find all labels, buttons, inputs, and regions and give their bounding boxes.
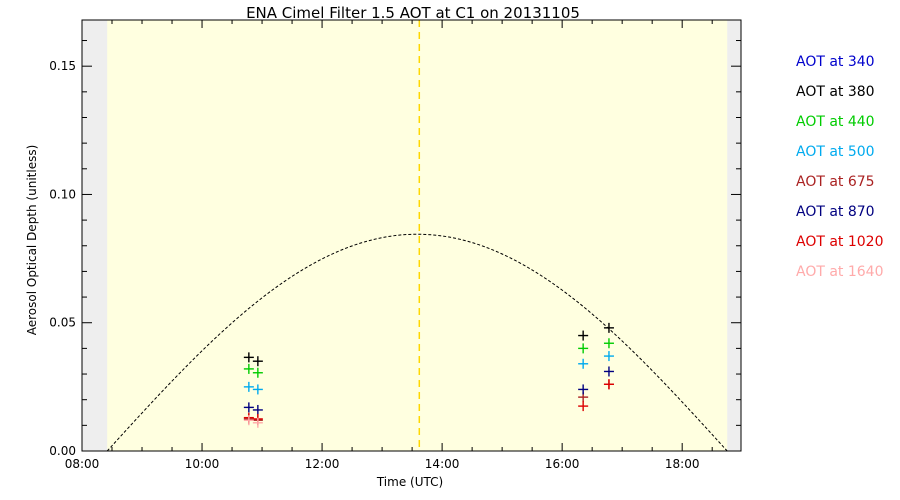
legend-entry: AOT at 340 bbox=[796, 54, 875, 70]
legend-entry: AOT at 1640 bbox=[796, 264, 884, 280]
data-point bbox=[243, 415, 254, 426]
data-point bbox=[578, 343, 589, 354]
data-point bbox=[578, 358, 589, 369]
legend-entry: AOT at 870 bbox=[796, 204, 875, 220]
x-tick-label: 12:00 bbox=[305, 457, 340, 471]
data-points bbox=[243, 322, 614, 428]
legend: AOT at 340 AOT at 380 AOT at 440 AOT at 500… bbox=[796, 54, 884, 280]
data-point bbox=[252, 384, 263, 395]
y-tick-label: 0.00 bbox=[49, 444, 76, 458]
chart-title: ENA Cimel Filter 1.5 AOT at C1 on 201311… bbox=[246, 4, 580, 22]
data-point bbox=[252, 356, 263, 367]
daylight-band bbox=[107, 20, 728, 451]
y-tick-label: 0.05 bbox=[49, 316, 76, 330]
data-point bbox=[603, 379, 614, 390]
data-point bbox=[252, 417, 263, 428]
x-tick-label: 08:00 bbox=[65, 457, 100, 471]
legend-entry: AOT at 675 bbox=[796, 174, 875, 190]
data-point bbox=[603, 338, 614, 349]
y-tick-label: 0.15 bbox=[49, 59, 76, 73]
y-tick-label: 0.10 bbox=[49, 187, 76, 201]
data-point bbox=[252, 367, 263, 378]
plot-area bbox=[81, 19, 742, 452]
plot-frame bbox=[81, 19, 742, 452]
data-point bbox=[578, 401, 589, 412]
legend-entry: AOT at 440 bbox=[796, 114, 875, 130]
y-axis-label: Aerosol Optical Depth (unitless) bbox=[25, 145, 39, 336]
data-point bbox=[243, 363, 254, 374]
data-point bbox=[243, 402, 254, 413]
data-point bbox=[578, 384, 589, 395]
data-point bbox=[578, 330, 589, 341]
data-point bbox=[603, 366, 614, 377]
data-point bbox=[603, 322, 614, 333]
data-point bbox=[603, 351, 614, 362]
x-tick-label: 16:00 bbox=[545, 457, 580, 471]
data-point bbox=[252, 404, 263, 415]
legend-entry: AOT at 1020 bbox=[796, 234, 884, 250]
x-tick-label: 14:00 bbox=[425, 457, 460, 471]
legend-entry: AOT at 500 bbox=[796, 144, 875, 160]
legend-entry: AOT at 380 bbox=[796, 84, 875, 100]
data-point bbox=[243, 381, 254, 392]
x-tick-label: 10:00 bbox=[185, 457, 220, 471]
data-point bbox=[243, 352, 254, 363]
x-axis-label: Time (UTC) bbox=[376, 475, 443, 489]
x-axis-ticks: 08:00 10:00 12:00 14:00 16:00 18:00 bbox=[65, 20, 713, 471]
y-axis-ticks: 0.00 0.05 0.10 0.15 bbox=[49, 40, 741, 458]
x-tick-label: 18:00 bbox=[665, 457, 700, 471]
